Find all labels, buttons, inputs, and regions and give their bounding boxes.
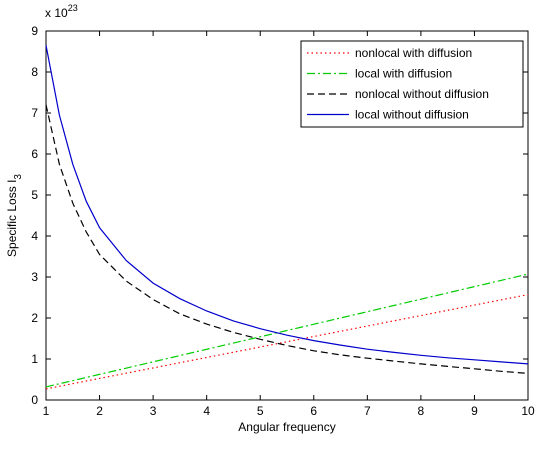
y-tick-label: 2 [31, 311, 38, 325]
legend-label-1: nonlocal with diffusion [355, 46, 472, 60]
x-tick-label: 10 [521, 404, 535, 418]
x-tick-label: 9 [471, 404, 478, 418]
legend: nonlocal with diffusion local with diffus… [300, 40, 524, 128]
y-tick-label: 1 [31, 352, 38, 366]
y-tick-label: 8 [31, 65, 38, 79]
x-tick-label: 3 [150, 404, 157, 418]
series-line-4 [45, 45, 529, 365]
x-tick-label: 6 [310, 404, 317, 418]
series-lines [45, 45, 529, 390]
y-axis-label: Specific Loss I3 [5, 174, 24, 257]
y-tick-label: 5 [31, 188, 38, 202]
y-tick-label: 7 [31, 106, 38, 120]
y-tick-label: 9 [31, 24, 38, 38]
x-tick-label: 7 [364, 404, 371, 418]
y-tick-label: 6 [31, 147, 38, 161]
legend-label-4: local without diffusion [355, 108, 469, 122]
legend-box [300, 40, 524, 128]
y-axis-exponent: x 1023 [45, 3, 78, 20]
legend-label-2: local with diffusion [355, 67, 452, 81]
x-tick-label: 8 [418, 404, 425, 418]
x-tick-label: 1 [43, 404, 50, 418]
x-tick-label: 4 [203, 404, 210, 418]
y-tick-label: 4 [31, 229, 38, 243]
x-axis-label: Angular frequency [238, 420, 335, 434]
x-tick-label: 2 [96, 404, 103, 418]
legend-label-3: nonlocal without diffusion [355, 87, 489, 101]
x-tick-label: 5 [257, 404, 264, 418]
series-line-3 [45, 104, 529, 374]
y-tick-label: 3 [31, 270, 38, 284]
series-line-2 [45, 273, 529, 388]
series-line-1 [45, 294, 529, 390]
y-tick-label: 0 [31, 393, 38, 407]
